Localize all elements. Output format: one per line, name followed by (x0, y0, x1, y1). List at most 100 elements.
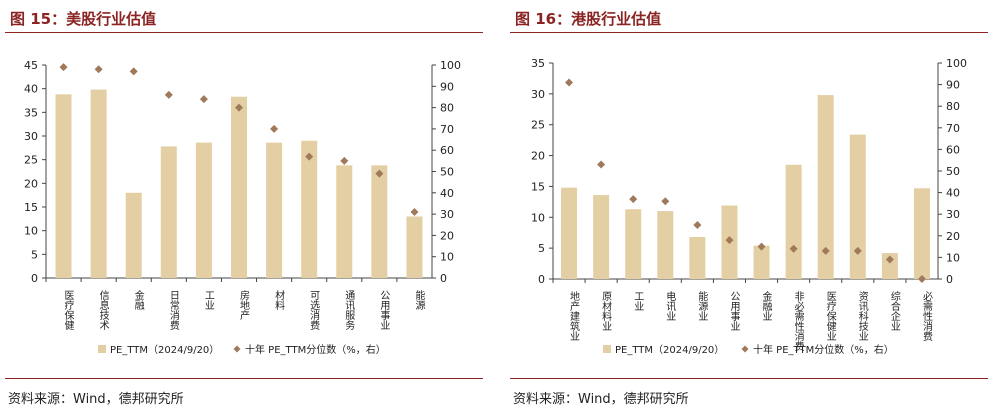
legend-bar-label: PE_TTM（2024/9/20） (110, 344, 219, 356)
percentile-marker-6 (725, 236, 734, 245)
category-label-2: 信息技术 (97, 290, 109, 331)
right-tick-label: 50 (440, 166, 454, 179)
right-tick-label: 50 (946, 165, 960, 178)
bar-10 (849, 134, 866, 279)
percentile-marker-3 (629, 195, 638, 204)
right-tick-label: 100 (440, 59, 461, 72)
left-tick-label: 25 (24, 154, 38, 167)
right-tick-label: 90 (946, 79, 960, 92)
category-label-6: 房地产 (238, 289, 250, 321)
category-label-6: 公用事业 (728, 291, 740, 331)
percentile-marker-7 (270, 124, 279, 133)
category-label-3: 金融 (132, 289, 144, 311)
right-tick-label: 40 (946, 187, 960, 200)
legend-dot-label: 十年 PE_TTM分位数（%，右） (753, 343, 894, 356)
left-tick-label: 15 (24, 201, 38, 214)
bar-1 (561, 187, 578, 279)
left-tick-label: 5 (538, 242, 545, 255)
bar-6 (231, 96, 247, 278)
figure-title: 图 16：港股行业估值 (515, 10, 662, 28)
bar-7 (266, 142, 283, 278)
left-tick-label: 25 (531, 119, 545, 132)
right-tick-label: 30 (946, 208, 960, 221)
right-tick-label: 60 (946, 143, 960, 156)
percentile-marker-10 (375, 169, 384, 178)
left-tick-label: 30 (531, 88, 545, 101)
right-tick-label: 20 (440, 229, 454, 242)
percentile-marker-1 (59, 63, 68, 72)
right-tick-label: 100 (946, 57, 967, 70)
right-tick-label: 90 (440, 80, 454, 93)
category-label-10: 资讯科技业 (856, 291, 868, 341)
us-sector-valuation-chart: 0 5 10 15 20 25 30 35 40 45 0 10 20 30 40 50 60 70 80 90 100… (24, 59, 461, 356)
percentile-marker-11 (885, 255, 894, 264)
category-label-5: 能源业 (696, 290, 708, 321)
right-tick-label: 70 (946, 122, 960, 135)
left-tick-label: 0 (538, 273, 545, 286)
category-label-11: 能源 (413, 289, 425, 311)
bar-11 (406, 216, 423, 278)
left-tick-label: 0 (31, 272, 38, 285)
bar-4 (657, 211, 674, 279)
right-tick-label: 60 (440, 144, 454, 157)
right-tick-label: 0 (440, 272, 447, 285)
bar-9 (336, 165, 353, 278)
left-tick-label: 20 (531, 150, 545, 163)
percentile-marker-3 (129, 67, 138, 76)
category-label-4: 电讯业 (664, 290, 676, 321)
percentile-marker-9 (821, 246, 830, 255)
category-label-10: 公用事业 (378, 290, 390, 330)
source-note: 资料来源：Wind，德邦研究所 (513, 392, 689, 407)
category-label-9: 通讯服务 (343, 290, 355, 331)
right-tick-label: 80 (440, 102, 454, 115)
right-tick-label: 40 (440, 187, 454, 200)
right-tick-label: 0 (946, 273, 953, 286)
source-rule (510, 378, 988, 379)
left-tick-label: 30 (24, 130, 38, 143)
legend-bar-swatch (603, 345, 611, 353)
bar-5 (195, 142, 212, 278)
percentile-marker-8 (305, 152, 314, 161)
category-label-7: 金融业 (760, 290, 772, 321)
left-tick-label: 5 (31, 248, 38, 261)
category-label-2: 原材料业 (600, 291, 612, 331)
bar-3 (125, 192, 142, 278)
legend-dot-label: 十年 PE_TTM分位数（%，右） (245, 343, 386, 356)
left-tick-label: 20 (24, 177, 38, 190)
percentile-marker-5 (199, 95, 208, 104)
bar-12 (913, 188, 930, 279)
bar-9 (817, 95, 834, 279)
category-label-1: 地产建筑业 (568, 290, 580, 341)
figure-title: 图 15：美股行业估值 (10, 10, 157, 28)
left-tick-label: 45 (24, 59, 38, 72)
title-rule (510, 32, 988, 33)
category-label-5: 工业 (202, 290, 214, 310)
bar-7 (753, 245, 770, 279)
legend-bar-label: PE_TTM（2024/9/20） (615, 344, 724, 356)
bar-8 (785, 164, 802, 279)
category-label-8: 非必需性消费 (792, 291, 804, 352)
category-label-11: 综合企业 (888, 290, 900, 331)
percentile-marker-2 (94, 65, 103, 74)
legend-dot-swatch (741, 345, 749, 353)
left-tick-label: 35 (531, 57, 545, 70)
category-label-4: 日常消费 (167, 290, 179, 331)
figure-15-panel: 图 15：美股行业估值 0 5 10 15 20 25 30 35 40 45 0 10 20 30 40 5… (5, 10, 483, 407)
right-tick-label: 30 (440, 208, 454, 221)
percentile-marker-4 (164, 90, 173, 99)
left-tick-label: 35 (24, 106, 38, 119)
left-tick-label: 40 (24, 83, 38, 96)
percentile-marker-2 (597, 160, 606, 169)
left-tick-label: 10 (531, 211, 545, 224)
percentile-marker-8 (789, 244, 798, 253)
percentile-marker-11 (410, 207, 419, 216)
category-label-8: 可选消费 (308, 290, 320, 331)
percentile-marker-6 (235, 103, 243, 112)
percentile-marker-10 (853, 246, 862, 255)
category-label-3: 工业 (632, 291, 644, 311)
bar-10 (371, 165, 388, 278)
bar-4 (160, 146, 177, 278)
source-note: 资料来源：Wind，德邦研究所 (8, 392, 184, 407)
bar-5 (689, 237, 706, 279)
percentile-marker-12 (917, 275, 926, 283)
